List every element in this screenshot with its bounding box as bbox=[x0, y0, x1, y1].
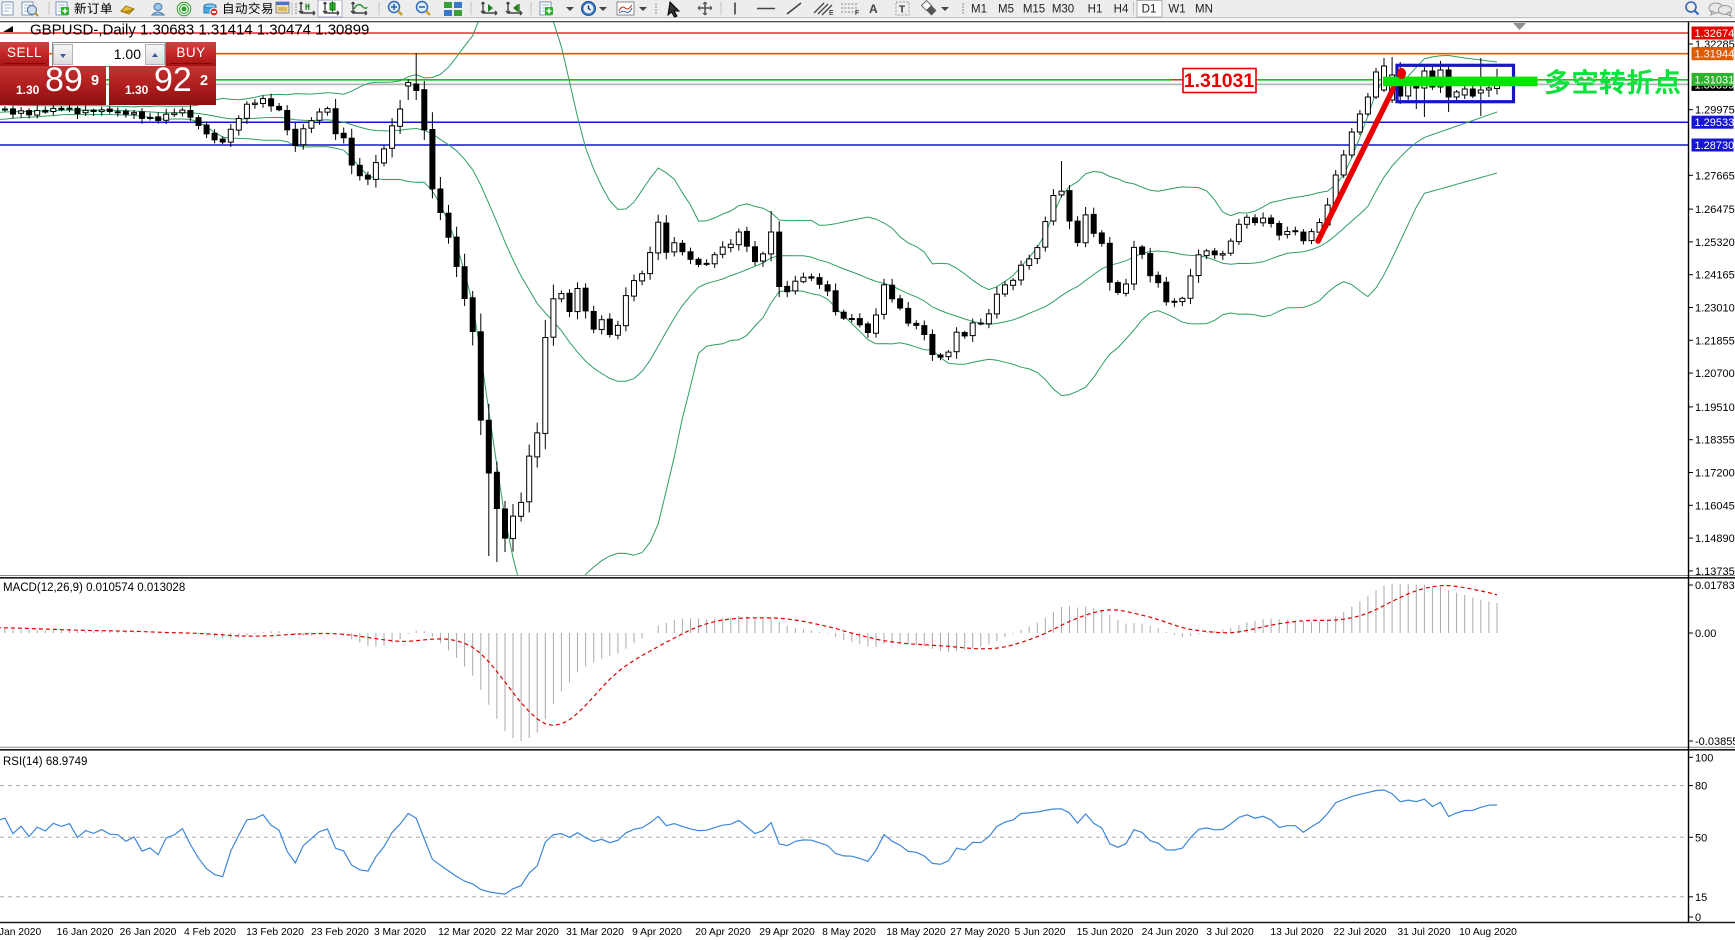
svg-text:23 Feb 2020: 23 Feb 2020 bbox=[311, 927, 369, 938]
svg-text:1.31944: 1.31944 bbox=[1695, 49, 1735, 61]
svg-text:M15: M15 bbox=[1023, 4, 1045, 16]
svg-text:22 Jul 2020: 22 Jul 2020 bbox=[1333, 927, 1387, 938]
svg-text:13 Jul 2020: 13 Jul 2020 bbox=[1270, 927, 1324, 938]
svg-text:22 Mar 2020: 22 Mar 2020 bbox=[501, 927, 559, 938]
svg-text:RSI(14) 68.9749: RSI(14) 68.9749 bbox=[3, 756, 87, 768]
svg-text:20 Apr 2020: 20 Apr 2020 bbox=[695, 927, 751, 938]
svg-text:15 Jun 2020: 15 Jun 2020 bbox=[1077, 927, 1134, 938]
svg-text:8 May 2020: 8 May 2020 bbox=[822, 927, 876, 938]
svg-text:0.017833: 0.017833 bbox=[1695, 580, 1735, 592]
svg-text:1.29975: 1.29975 bbox=[1695, 105, 1735, 117]
svg-text:31 Mar 2020: 31 Mar 2020 bbox=[566, 927, 624, 938]
svg-text:1.17200: 1.17200 bbox=[1695, 468, 1735, 480]
svg-text:GBPUSD-,Daily 1.30683 1.31414: GBPUSD-,Daily 1.30683 1.31414 1.30474 1.… bbox=[30, 22, 369, 39]
svg-text:16 Jan 2020: 16 Jan 2020 bbox=[57, 927, 114, 938]
svg-text:1.13735: 1.13735 bbox=[1695, 566, 1735, 578]
svg-text:M1: M1 bbox=[971, 4, 987, 16]
svg-text:MN: MN bbox=[1195, 4, 1213, 16]
svg-text:Jan 2020: Jan 2020 bbox=[0, 927, 41, 938]
svg-text:5 Jun 2020: 5 Jun 2020 bbox=[1015, 927, 1066, 938]
svg-text:F: F bbox=[855, 10, 859, 17]
svg-text:1.27665: 1.27665 bbox=[1695, 170, 1735, 182]
svg-text:E: E bbox=[829, 10, 834, 17]
svg-text:H4: H4 bbox=[1114, 4, 1129, 16]
svg-text:4 Feb 2020: 4 Feb 2020 bbox=[184, 927, 236, 938]
svg-text:1.26475: 1.26475 bbox=[1695, 204, 1735, 216]
svg-text:12 Mar 2020: 12 Mar 2020 bbox=[438, 927, 496, 938]
svg-text:1.18355: 1.18355 bbox=[1695, 435, 1735, 447]
svg-text:80: 80 bbox=[1695, 781, 1707, 793]
svg-text:1.21855: 1.21855 bbox=[1695, 335, 1735, 347]
svg-text:27 May 2020: 27 May 2020 bbox=[950, 927, 1010, 938]
svg-text:1.31031: 1.31031 bbox=[1695, 74, 1735, 86]
svg-text:0.00: 0.00 bbox=[1695, 628, 1716, 640]
svg-text:31 Jul 2020: 31 Jul 2020 bbox=[1397, 927, 1451, 938]
svg-text:1.31031: 1.31031 bbox=[1184, 70, 1255, 92]
svg-text:MACD(12,26,9) 0.010574 0.01302: MACD(12,26,9) 0.010574 0.013028 bbox=[3, 582, 185, 594]
svg-text:M30: M30 bbox=[1052, 4, 1074, 16]
svg-text:100: 100 bbox=[1695, 752, 1713, 764]
svg-text:T: T bbox=[899, 5, 905, 16]
svg-text:D1: D1 bbox=[1142, 4, 1157, 16]
svg-text:1.32674: 1.32674 bbox=[1695, 28, 1735, 40]
svg-text:29 Apr 2020: 29 Apr 2020 bbox=[759, 927, 815, 938]
svg-text:H1: H1 bbox=[1088, 4, 1103, 16]
svg-text:1.16045: 1.16045 bbox=[1695, 500, 1735, 512]
svg-text:9 Apr 2020: 9 Apr 2020 bbox=[632, 927, 682, 938]
svg-text:3 Jul 2020: 3 Jul 2020 bbox=[1206, 927, 1254, 938]
svg-text:1.25320: 1.25320 bbox=[1695, 237, 1735, 249]
svg-text:26 Jan 2020: 26 Jan 2020 bbox=[120, 927, 177, 938]
svg-text:1.23010: 1.23010 bbox=[1695, 303, 1735, 315]
svg-text:1.29533: 1.29533 bbox=[1695, 117, 1735, 129]
svg-text:3 Mar 2020: 3 Mar 2020 bbox=[374, 927, 426, 938]
svg-text:24 Jun 2020: 24 Jun 2020 bbox=[1142, 927, 1199, 938]
svg-text:M5: M5 bbox=[998, 4, 1014, 16]
svg-text:0: 0 bbox=[1695, 912, 1701, 924]
svg-text:1.14890: 1.14890 bbox=[1695, 533, 1735, 545]
svg-text:-0.038559: -0.038559 bbox=[1695, 736, 1735, 748]
svg-text:13 Feb 2020: 13 Feb 2020 bbox=[246, 927, 304, 938]
svg-text:1.20700: 1.20700 bbox=[1695, 368, 1735, 380]
svg-text:1.28730: 1.28730 bbox=[1695, 140, 1735, 152]
svg-text:50: 50 bbox=[1695, 832, 1707, 844]
svg-text:1.19510: 1.19510 bbox=[1695, 402, 1735, 414]
svg-text:W1: W1 bbox=[1168, 4, 1185, 16]
svg-text:1.24165: 1.24165 bbox=[1695, 270, 1735, 282]
svg-text:18 May 2020: 18 May 2020 bbox=[886, 927, 946, 938]
svg-text:15: 15 bbox=[1695, 892, 1707, 904]
svg-text:10 Aug 2020: 10 Aug 2020 bbox=[1459, 927, 1517, 938]
svg-text:A: A bbox=[869, 2, 878, 16]
